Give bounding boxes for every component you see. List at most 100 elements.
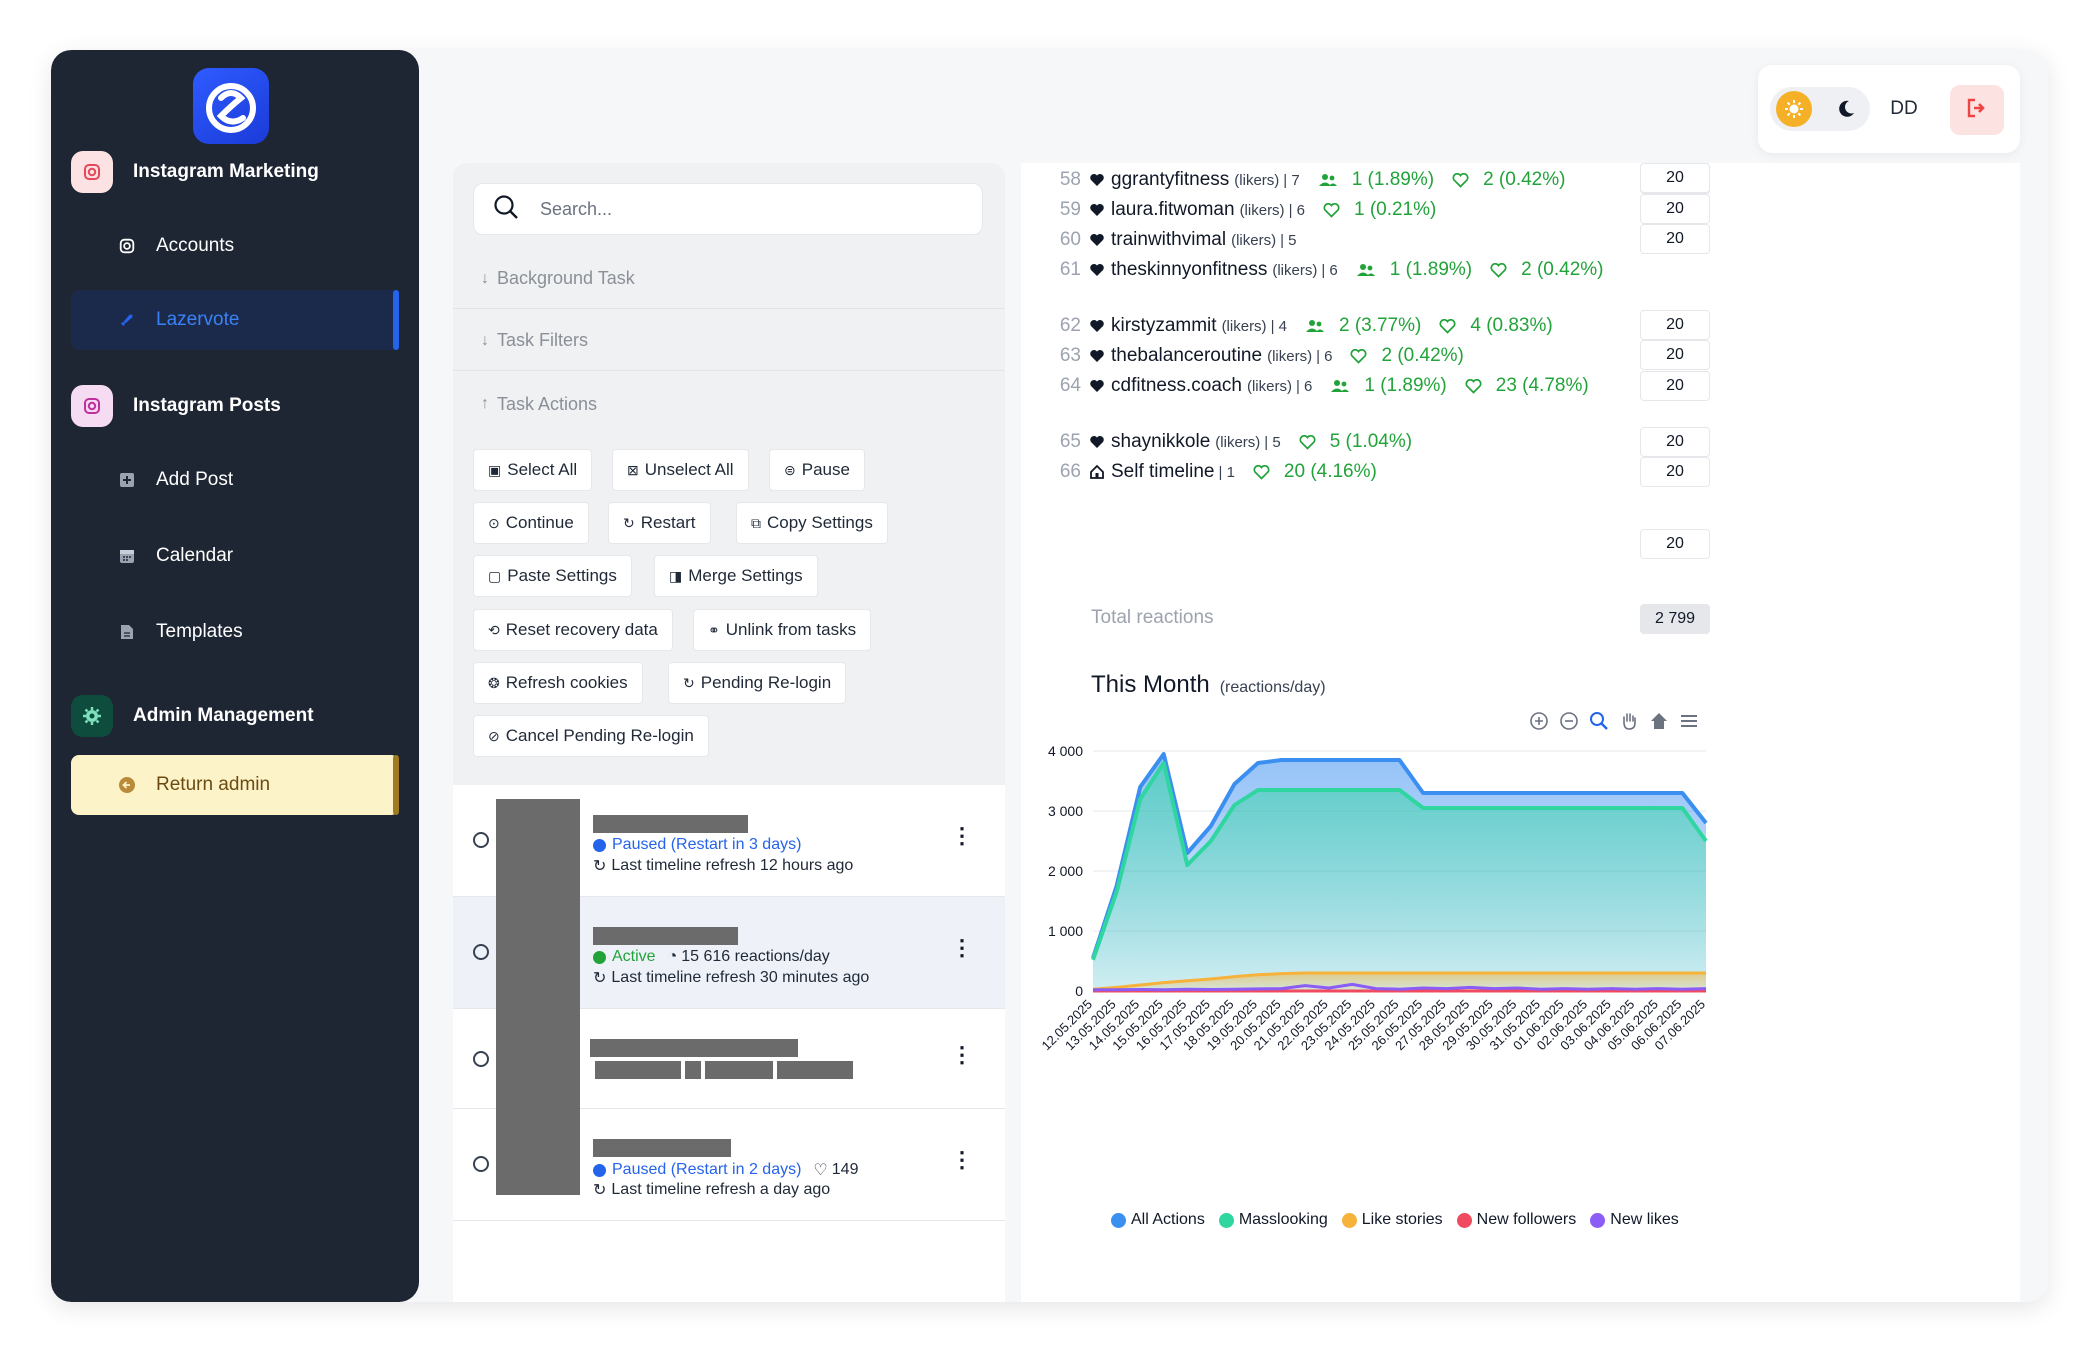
source-name[interactable]: laura.fitwoman (1111, 199, 1235, 220)
more-options-icon[interactable]: ⋮ (951, 1042, 973, 1067)
task-select-radio[interactable] (473, 944, 489, 960)
sun-icon[interactable] (1776, 91, 1812, 127)
source-name[interactable]: ggrantyfitness (1111, 169, 1230, 190)
legend-item[interactable]: All Actions (1111, 1211, 1205, 1229)
reset-recovery-data-button[interactable]: ⟲ Reset recovery data (473, 609, 673, 651)
value-box[interactable]: 20 (1640, 529, 1710, 559)
source-name[interactable]: kirstyzammit (1111, 315, 1217, 336)
source-name[interactable]: Self timeline (1111, 461, 1215, 482)
source-name[interactable]: trainwithvimal (1111, 229, 1227, 250)
value-box[interactable]: 20 (1640, 427, 1710, 457)
button-label: Continue (505, 513, 574, 532)
pause-icon: ⊜ (784, 461, 796, 478)
legend-label: Like stories (1361, 1211, 1443, 1228)
task-row[interactable]: ⋮ (453, 1009, 1005, 1109)
likes-stat: 2 (0.42%) (1350, 345, 1464, 367)
task-select-radio[interactable] (473, 1156, 489, 1172)
cancel-icon: ⊘ (488, 727, 500, 744)
avatar[interactable]: DD (1878, 85, 1930, 133)
value-box[interactable]: 20 (1640, 194, 1710, 224)
nav-group-instagram-marketing[interactable]: Instagram Marketing (71, 150, 319, 194)
unselect-all-button[interactable]: ⊠ Unselect All (612, 449, 749, 491)
task-refresh: Last timeline refresh a day ago (611, 1181, 831, 1198)
zoom-out-icon[interactable] (1558, 710, 1580, 732)
restart-button[interactable]: ↻ Restart (608, 502, 711, 544)
source-row: 62 kirstyzammit (likers) | 4 2 (3.77%) 4 (0.8… (1021, 311, 1641, 341)
nav-group-admin-management[interactable]: Admin Management (71, 694, 314, 738)
source-count: | 6 (1316, 347, 1333, 365)
source-name[interactable]: thebalanceroutine (1111, 345, 1263, 366)
merge-settings-button[interactable]: ◨ Merge Settings (654, 555, 818, 597)
unlink-from-tasks-button[interactable]: ⚭ Unlink from tasks (693, 609, 872, 651)
sidebar-item-lazervote[interactable]: Lazervote (71, 290, 399, 350)
more-options-icon[interactable]: ⋮ (951, 823, 973, 848)
source-name[interactable]: theskinnyonfitness (1111, 259, 1268, 280)
home-icon[interactable] (1648, 710, 1670, 732)
source-name[interactable]: cdfitness.coach (1111, 375, 1242, 396)
pending-relogin-button[interactable]: ↻ Pending Re-login (668, 662, 847, 704)
sidebar-item-templates[interactable]: Templates (71, 602, 399, 662)
heart-icon (1089, 202, 1105, 218)
button-label: Pause (801, 460, 850, 479)
task-row[interactable]: Paused (Restart in 2 days) ♡ 149 ↻ Last … (453, 1109, 1005, 1221)
menu-icon[interactable] (1678, 710, 1700, 732)
section-task-actions[interactable]: ↑ Task Actions (453, 374, 1005, 434)
refresh-cookies-button[interactable]: ❂ Refresh cookies (473, 662, 643, 704)
task-status: Paused (Restart in 2 days) (612, 1161, 802, 1178)
heart-outline-icon (1299, 434, 1323, 450)
legend-item[interactable]: New followers (1456, 1211, 1576, 1229)
button-label: Restart (640, 513, 696, 532)
cancel-pending-relogin-button[interactable]: ⊘ Cancel Pending Re-login (473, 715, 709, 757)
value-box[interactable]: 20 (1640, 457, 1710, 487)
select-all-icon: ▣ (488, 461, 502, 478)
legend-item[interactable]: New likes (1590, 1211, 1679, 1229)
task-row[interactable]: Paused (Restart in 3 days) ↻ Last timeli… (453, 785, 1005, 897)
series-line (1091, 752, 1708, 959)
redacted-block (590, 1039, 798, 1057)
return-admin-button[interactable]: Return admin (71, 755, 399, 815)
search-input[interactable] (540, 198, 940, 220)
sidebar-item-label: Return admin (156, 774, 271, 795)
nav-group-instagram-posts[interactable]: Instagram Posts (71, 384, 281, 428)
continue-button[interactable]: ⊙ Continue (473, 502, 589, 544)
paste-settings-button[interactable]: ▢ Paste Settings (473, 555, 632, 597)
redacted-block (593, 927, 738, 945)
task-select-radio[interactable] (473, 832, 489, 848)
section-background-task[interactable]: ↓ Background Task (453, 249, 1005, 309)
section-label: Background Task (497, 268, 635, 288)
new-followers-stat: 1 (1.89%) (1330, 375, 1447, 397)
value-box[interactable]: 20 (1640, 163, 1710, 193)
moon-icon[interactable] (1830, 93, 1862, 125)
app-logo[interactable] (193, 68, 269, 144)
task-select-radio[interactable] (473, 1051, 489, 1067)
source-number: 63 (1059, 345, 1081, 366)
value-box[interactable]: 20 (1640, 224, 1710, 254)
instagram-icon (71, 151, 113, 193)
more-options-icon[interactable]: ⋮ (951, 1147, 973, 1172)
zoom-in-icon[interactable] (1528, 710, 1550, 732)
search-box[interactable] (473, 183, 983, 235)
section-task-filters[interactable]: ↓ Task Filters (453, 311, 1005, 371)
copy-settings-button[interactable]: ⧉ Copy Settings (736, 502, 888, 544)
zoom-select-icon[interactable] (1588, 710, 1610, 732)
more-options-icon[interactable]: ⋮ (951, 935, 973, 960)
pause-button[interactable]: ⊜ Pause (769, 449, 865, 491)
source-name[interactable]: shaynikkole (1111, 431, 1211, 452)
select-all-button[interactable]: ▣ Select All (473, 449, 593, 491)
source-count: | 5 (1280, 231, 1297, 249)
value-box[interactable]: 20 (1640, 340, 1710, 370)
legend-item[interactable]: Like stories (1341, 1211, 1443, 1229)
value-box[interactable]: 20 (1640, 310, 1710, 340)
sidebar-item-add-post[interactable]: Add Post (71, 450, 399, 510)
value-box[interactable]: 20 (1640, 371, 1710, 401)
sidebar-item-accounts[interactable]: Accounts (71, 216, 399, 276)
pan-hand-icon[interactable] (1618, 710, 1640, 732)
new-followers-stat: 1 (1.89%) (1356, 259, 1472, 281)
sidebar-item-calendar[interactable]: Calendar (71, 526, 399, 586)
logout-button[interactable] (1950, 85, 2004, 135)
legend-item[interactable]: Masslooking (1218, 1211, 1328, 1229)
theme-toggle[interactable] (1770, 87, 1870, 131)
series-line (1091, 761, 1708, 961)
followers-icon (1305, 319, 1332, 333)
